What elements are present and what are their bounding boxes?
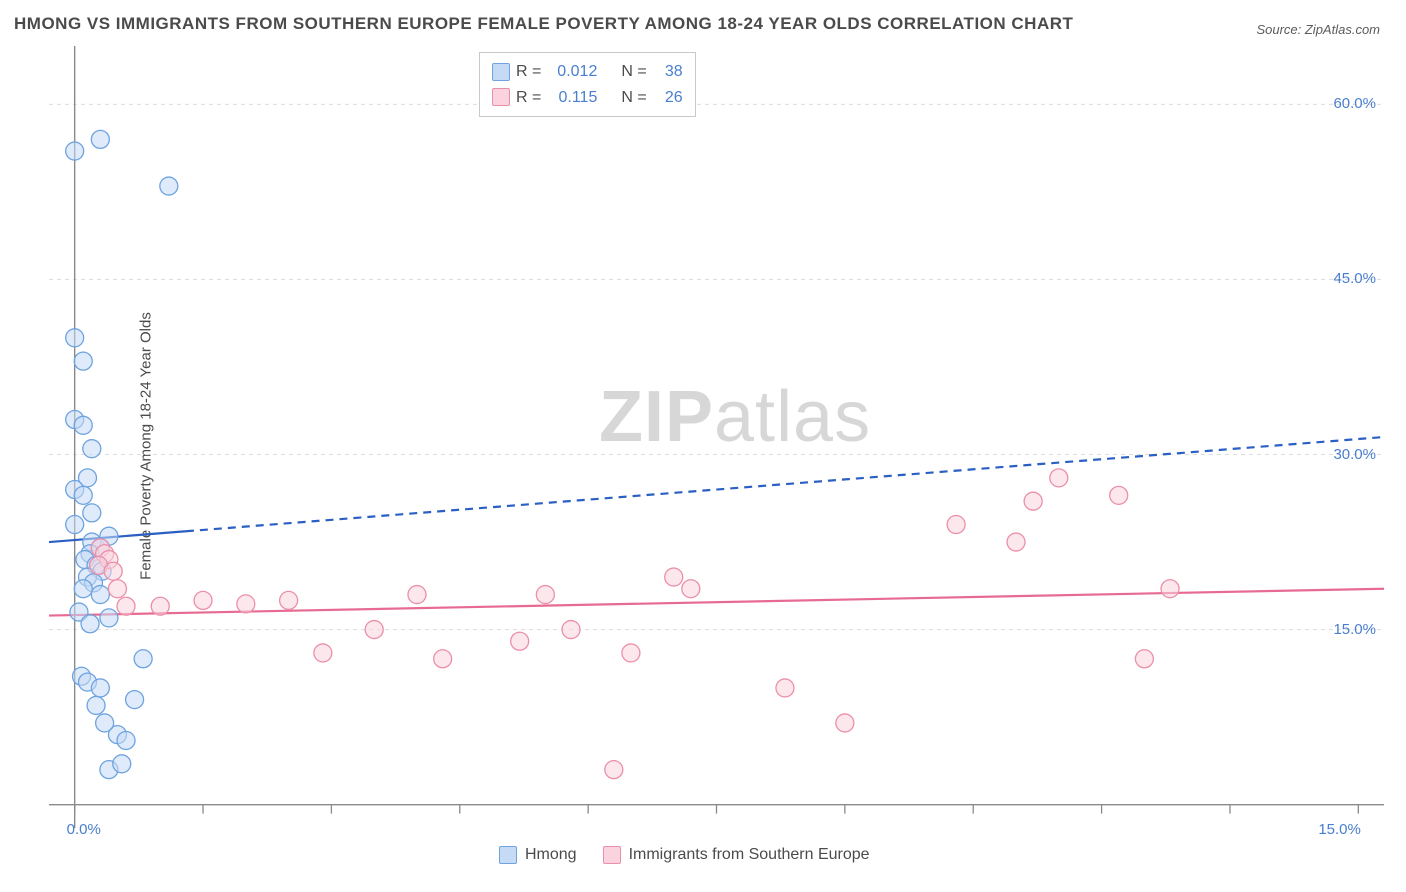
y-tick-label: 30.0%	[1333, 446, 1376, 463]
series-legend: Hmong Immigrants from Southern Europe	[499, 846, 870, 864]
n-value: 26	[653, 85, 683, 111]
swatch-icon	[499, 846, 517, 864]
chart-title: HMONG VS IMMIGRANTS FROM SOUTHERN EUROPE…	[14, 14, 1073, 34]
chart-area: ZIPatlas R = 0.012 N = 38 R = 0.115 N = …	[49, 46, 1384, 828]
stats-legend-box: R = 0.012 N = 38 R = 0.115 N = 26	[479, 52, 696, 117]
x-tick-label: 0.0%	[67, 821, 101, 838]
scatter-plot	[49, 46, 1384, 828]
legend-item: Immigrants from Southern Europe	[603, 846, 870, 864]
r-label: R =	[516, 85, 541, 111]
legend-label: Immigrants from Southern Europe	[629, 846, 870, 864]
swatch-icon	[492, 88, 510, 106]
legend-label: Hmong	[525, 846, 577, 864]
r-value: 0.012	[547, 59, 597, 85]
swatch-icon	[603, 846, 621, 864]
n-value: 38	[653, 59, 683, 85]
swatch-icon	[492, 63, 510, 81]
stats-row: R = 0.012 N = 38	[492, 59, 683, 85]
r-label: R =	[516, 59, 541, 85]
stats-row: R = 0.115 N = 26	[492, 85, 683, 111]
y-tick-label: 15.0%	[1333, 621, 1376, 638]
n-label: N =	[621, 85, 646, 111]
source-attribution: Source: ZipAtlas.com	[1256, 22, 1380, 37]
r-value: 0.115	[547, 85, 597, 111]
legend-item: Hmong	[499, 846, 577, 864]
y-tick-label: 60.0%	[1333, 95, 1376, 112]
y-tick-label: 45.0%	[1333, 270, 1376, 287]
x-tick-label: 15.0%	[1318, 821, 1361, 838]
n-label: N =	[621, 59, 646, 85]
